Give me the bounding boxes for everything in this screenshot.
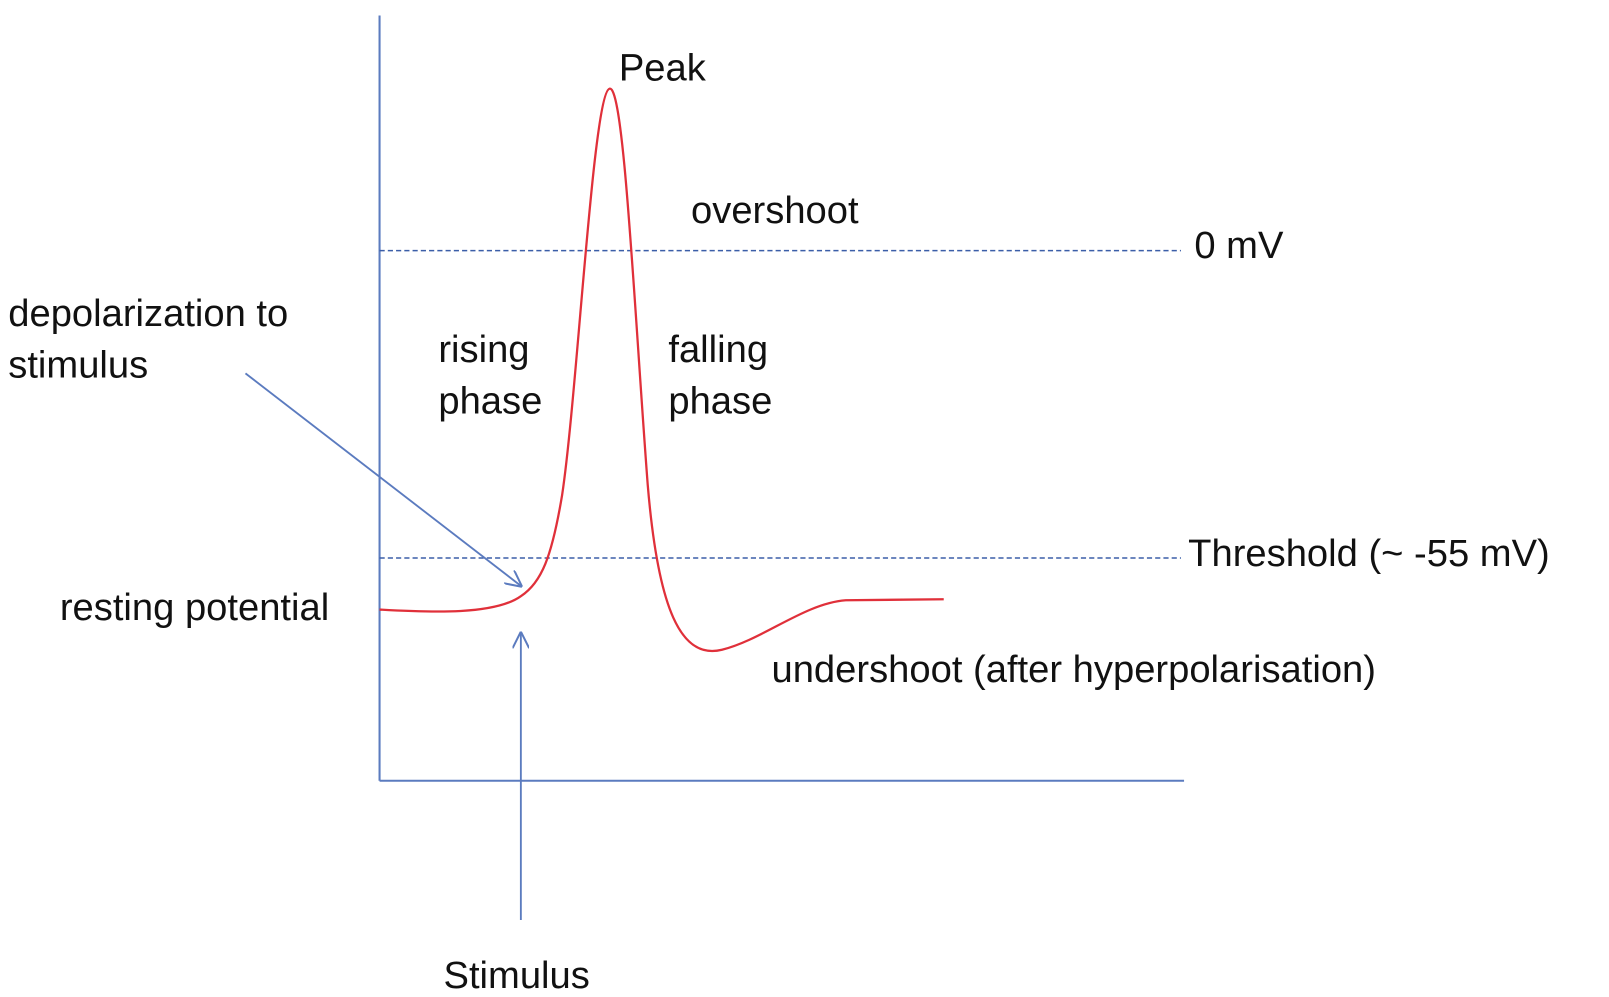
zero-label: 0 mV — [1194, 224, 1284, 267]
rising-label: rising — [438, 328, 529, 371]
action-potential-curve — [379, 87, 944, 653]
overshoot-label: overshoot — [691, 189, 859, 232]
undershoot-label: undershoot (after hyperpolarisation) — [771, 648, 1375, 691]
falling-label: phase — [668, 380, 772, 423]
depolarization-label: stimulus — [8, 343, 148, 386]
peak-label: Peak — [619, 46, 707, 89]
depolarization-label: depolarization to — [8, 292, 288, 335]
depolarization-arrow — [244, 372, 520, 585]
falling-label: falling — [668, 328, 768, 371]
resting-label: resting potential — [60, 586, 329, 629]
threshold-label: Threshold (~ -55 mV) — [1188, 532, 1550, 575]
content: Peak overshoot 0 mV depolarization to st… — [8, 15, 1550, 997]
rising-label: phase — [438, 380, 542, 423]
stimulus-label: Stimulus — [444, 954, 590, 997]
